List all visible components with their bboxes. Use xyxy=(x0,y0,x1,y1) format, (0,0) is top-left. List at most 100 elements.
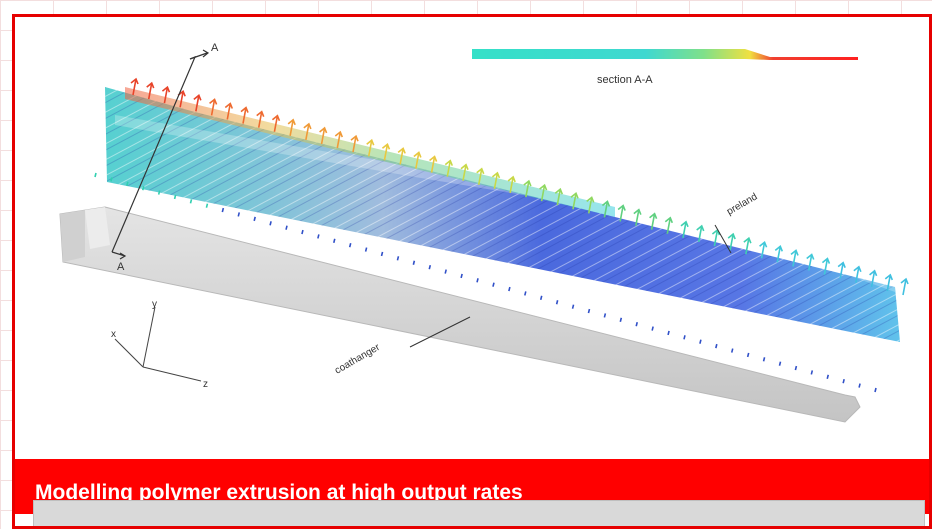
velocity-arrow xyxy=(240,106,249,124)
velocity-arrow xyxy=(287,118,296,136)
velocity-marker xyxy=(126,181,129,186)
velocity-marker xyxy=(794,365,798,371)
velocity-arrow xyxy=(271,114,281,132)
velocity-marker xyxy=(619,317,623,322)
velocity-arrow xyxy=(617,204,626,222)
extrusion-die-illustration: section A-A preland coathanger A A y x z xyxy=(59,42,909,423)
velocity-arrow xyxy=(727,232,736,251)
velocity-marker xyxy=(539,295,543,301)
velocity-marker xyxy=(317,234,320,239)
velocity-arrow xyxy=(806,253,815,271)
coathanger-body xyxy=(59,206,861,423)
velocity-arrow xyxy=(759,240,768,259)
velocity-arrow xyxy=(146,81,155,100)
velocity-marker xyxy=(396,256,400,261)
velocity-arrow xyxy=(649,212,658,230)
caption-title: Modelling polymer extrusion at high outp… xyxy=(35,481,523,504)
velocity-marker xyxy=(269,221,272,226)
velocity-marker xyxy=(110,177,113,182)
velocity-arrow xyxy=(601,200,611,218)
velocity-arrow xyxy=(397,147,406,165)
velocity-marker xyxy=(221,207,225,213)
velocity-marker xyxy=(715,343,718,349)
axis-z-label: z xyxy=(203,379,208,390)
velocity-marker xyxy=(301,229,304,235)
velocity-marker xyxy=(651,326,654,331)
velocity-arrow xyxy=(586,196,595,214)
velocity-marker xyxy=(157,190,161,195)
velocity-arrow xyxy=(900,277,909,296)
velocity-arrow xyxy=(381,143,391,161)
velocity-marker xyxy=(603,313,607,318)
velocity-arrow xyxy=(853,265,862,283)
velocity-marker xyxy=(635,321,639,327)
axis-triad xyxy=(114,306,202,382)
velocity-marker xyxy=(730,348,734,353)
velocity-arrows-top xyxy=(130,77,909,296)
leader-lines xyxy=(409,224,732,348)
velocity-marker xyxy=(508,286,511,292)
velocity-arrow xyxy=(224,102,234,120)
velocity-marker xyxy=(874,387,877,393)
velocity-marker xyxy=(412,260,416,265)
section-label: section A-A xyxy=(597,74,653,86)
section-a-a-cutline xyxy=(111,49,210,260)
velocity-marker xyxy=(380,251,384,257)
velocity-arrow xyxy=(633,208,642,226)
velocity-arrow xyxy=(209,98,218,116)
velocity-arrow xyxy=(460,163,469,181)
velocity-arrow xyxy=(476,167,485,185)
velocity-marker xyxy=(492,282,495,287)
velocity-arrow xyxy=(884,273,894,292)
velocity-arrow xyxy=(570,191,579,210)
velocity-marker xyxy=(460,273,463,279)
velocity-marker xyxy=(364,247,368,252)
velocity-marker xyxy=(444,269,447,274)
preland-label: preland xyxy=(725,191,759,217)
velocity-marker xyxy=(237,212,241,217)
velocity-arrow xyxy=(130,77,139,96)
velocity-arrow xyxy=(334,130,344,149)
section-marker-bottom: A xyxy=(117,261,125,273)
figure-frame: section A-A preland coathanger A A y x z… xyxy=(12,14,932,529)
velocity-arrow xyxy=(256,110,265,128)
velocity-markers-bottom xyxy=(94,172,877,393)
velocity-marker xyxy=(253,216,256,222)
axis-y-label: y xyxy=(152,299,157,310)
velocity-arrow xyxy=(837,261,846,279)
velocity-arrow xyxy=(193,94,202,112)
section-marker-top: A xyxy=(211,42,219,54)
velocity-arrow xyxy=(429,155,438,173)
velocity-marker xyxy=(667,330,670,336)
velocity-arrow xyxy=(554,187,564,206)
velocity-marker xyxy=(524,291,527,296)
velocity-marker xyxy=(810,370,814,375)
velocity-marker xyxy=(778,361,782,366)
footer-strip xyxy=(33,500,925,526)
velocity-marker xyxy=(348,243,352,248)
velocity-marker xyxy=(571,304,575,309)
velocity-arrow xyxy=(821,257,831,275)
axis-x-label: x xyxy=(111,329,116,340)
velocity-marker xyxy=(587,308,591,314)
velocity-marker xyxy=(285,225,288,230)
velocity-arrow xyxy=(774,245,784,263)
velocity-marker xyxy=(428,264,432,270)
velocity-arrow xyxy=(790,249,799,267)
velocity-arrow xyxy=(444,159,454,177)
velocity-arrow xyxy=(539,183,548,202)
streamline-field xyxy=(105,87,900,342)
velocity-marker xyxy=(476,278,479,283)
velocity-arrow xyxy=(743,236,752,255)
velocity-marker xyxy=(205,203,209,208)
velocity-arrow xyxy=(507,175,516,194)
section-a-a-strip xyxy=(472,49,858,60)
velocity-arrow xyxy=(869,269,878,287)
velocity-arrow xyxy=(366,138,375,157)
velocity-arrow xyxy=(491,171,501,190)
velocity-arrow xyxy=(413,151,422,169)
velocity-marker xyxy=(173,194,177,200)
velocity-marker xyxy=(332,238,336,244)
velocity-marker xyxy=(141,185,145,191)
velocity-marker xyxy=(683,335,686,340)
